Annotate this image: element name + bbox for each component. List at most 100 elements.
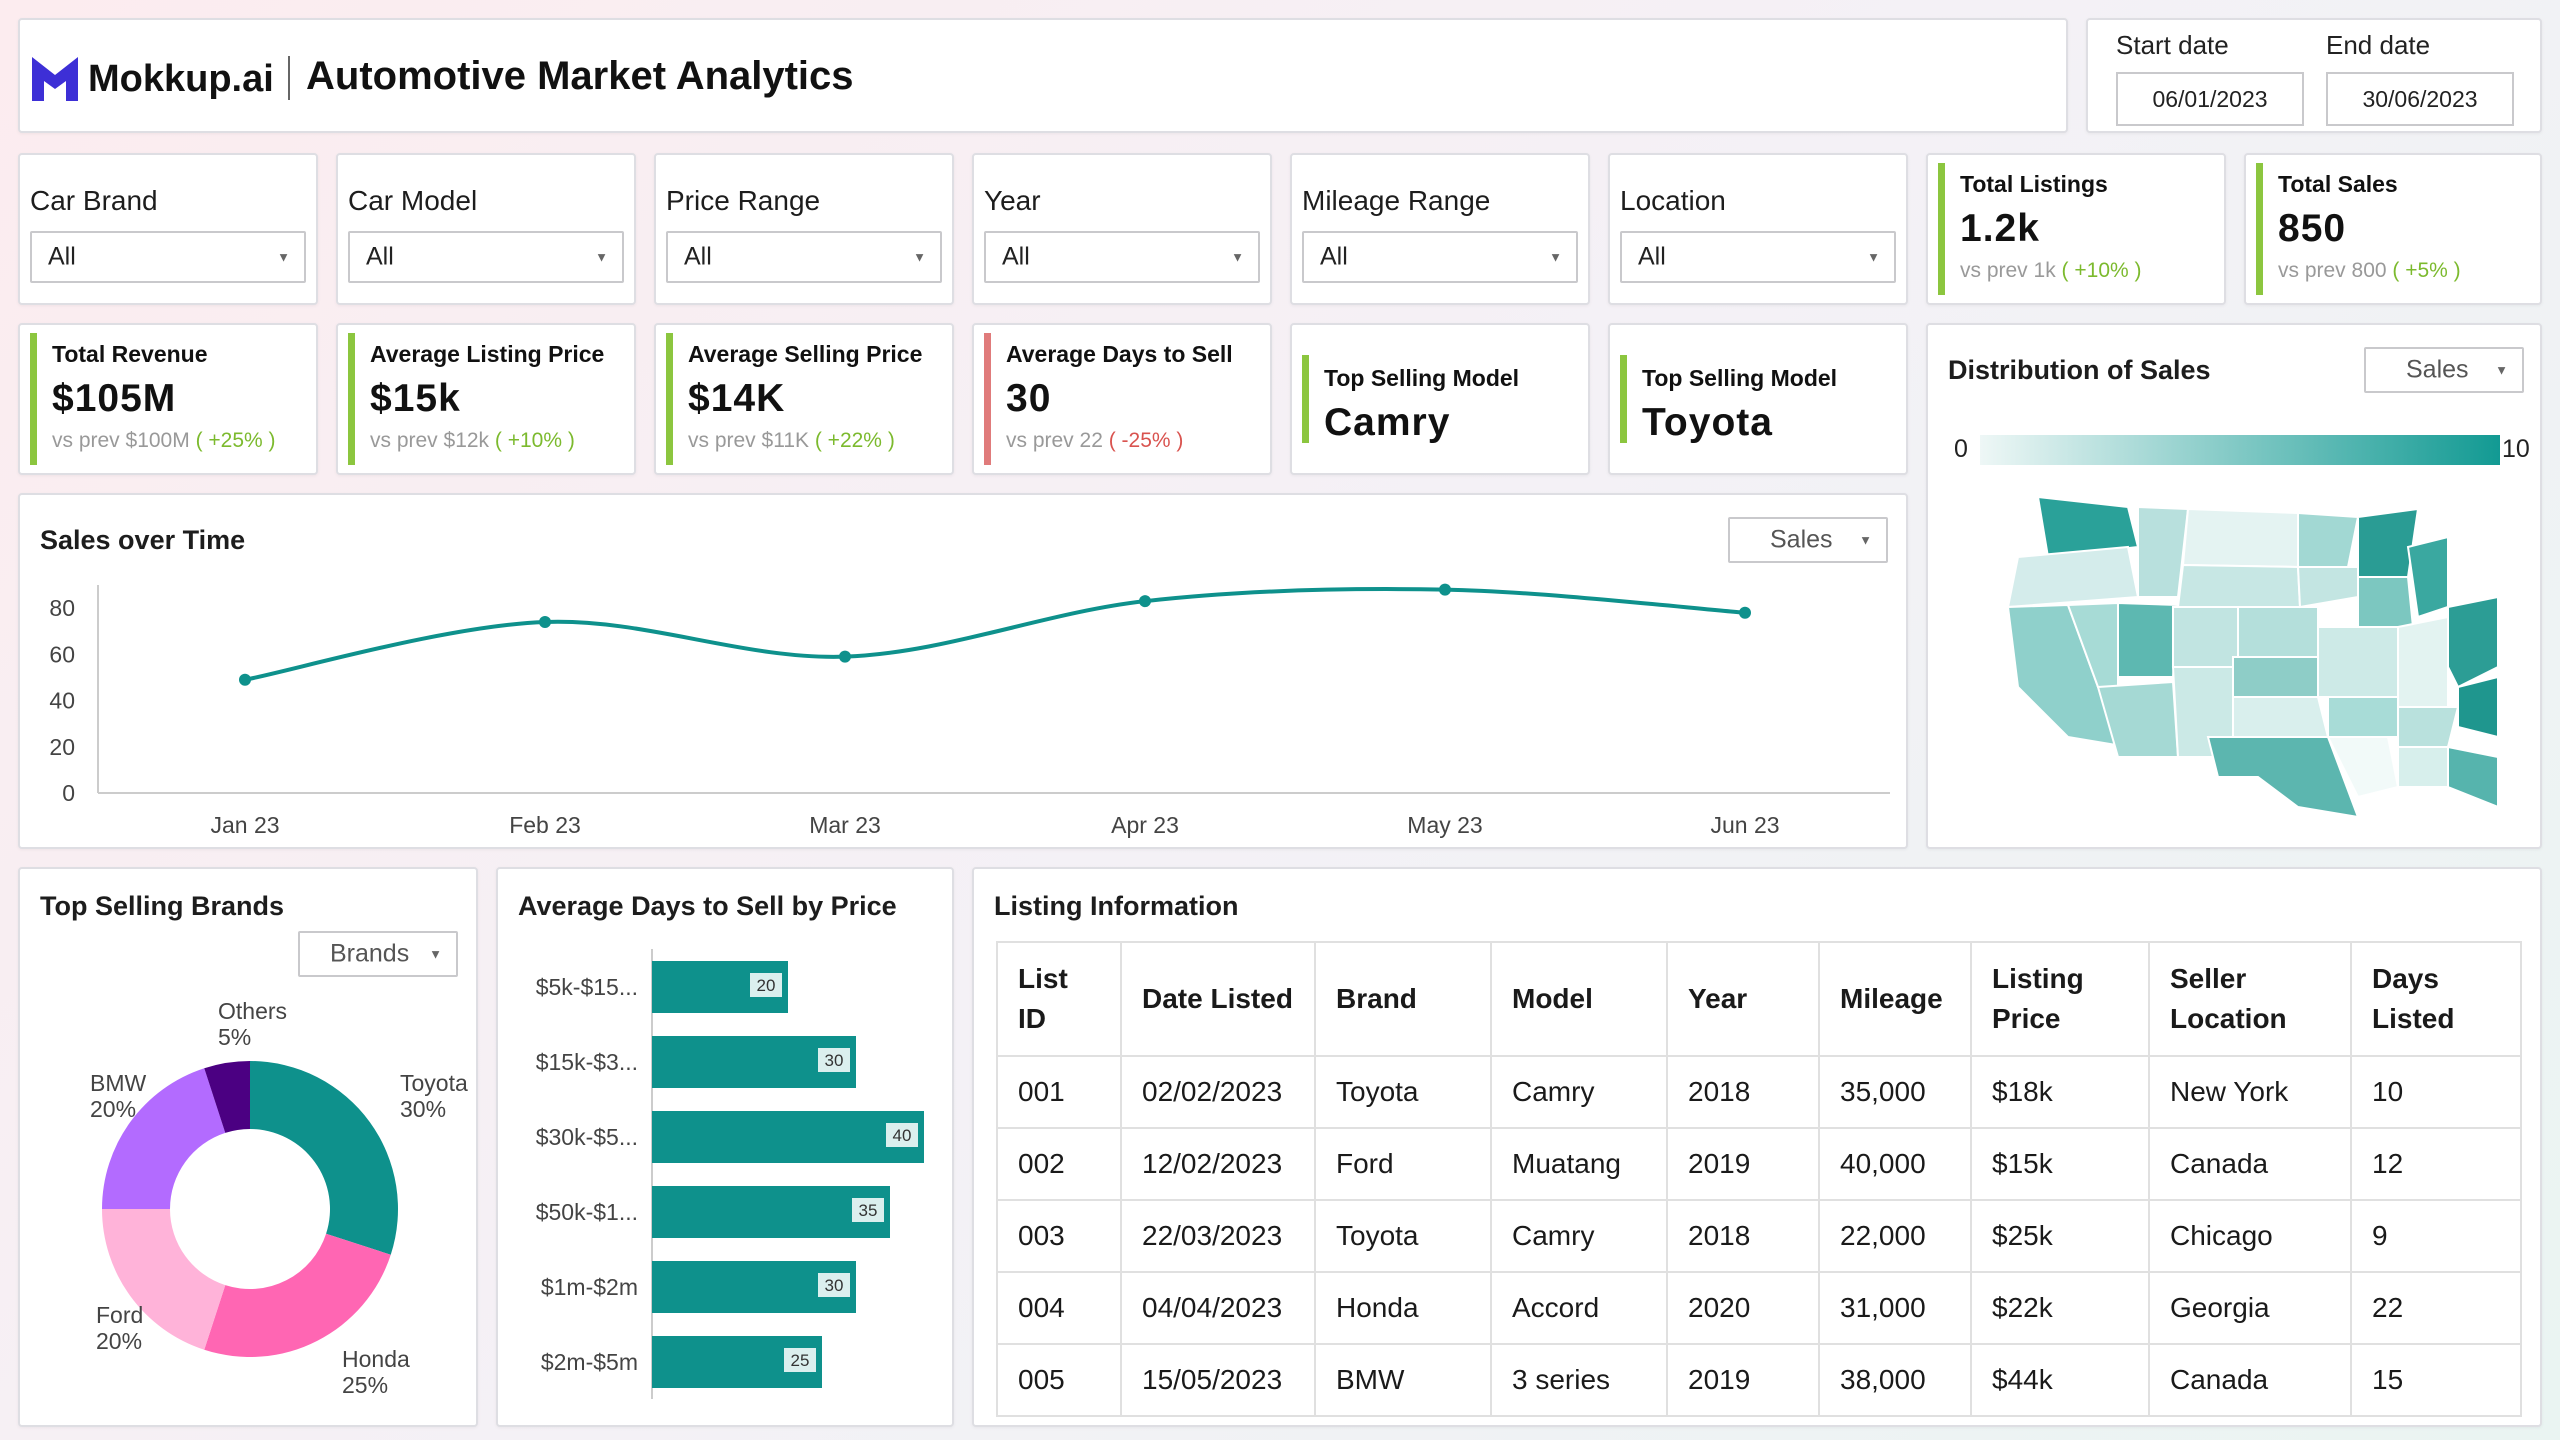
column-header[interactable]: List ID: [996, 941, 1122, 1057]
card-title: Listing Information: [994, 891, 1239, 921]
chevron-down-icon: ▼: [1549, 249, 1562, 265]
card-title: Sales over Time: [40, 525, 246, 555]
kpi-comparison: vs prev 800 ( +5% ): [2278, 259, 2461, 282]
bar[interactable]: [652, 1111, 924, 1163]
slice-percent-label: 5%: [218, 1024, 251, 1050]
y-tick-label: 0: [62, 780, 75, 806]
table-cell: 2018: [1666, 1199, 1820, 1273]
column-header[interactable]: Brand: [1314, 941, 1492, 1057]
value-label-bg: [886, 1123, 918, 1147]
pie-slice-honda[interactable]: [204, 1233, 391, 1357]
mileage-range-dropdown[interactable]: All ▼: [1302, 231, 1578, 283]
value-label-bg: [784, 1348, 816, 1372]
kpi-total-revenue: Total Revenue $105M vs prev $100M ( +25%…: [18, 323, 318, 475]
car-model-dropdown[interactable]: All ▼: [348, 231, 624, 283]
kpi-value: $14K: [688, 377, 786, 420]
slice-name-label: Others: [218, 998, 287, 1024]
year-dropdown[interactable]: All ▼: [984, 231, 1260, 283]
data-point[interactable]: [1439, 583, 1451, 596]
brands-dropdown[interactable]: Brands ▼: [298, 931, 458, 977]
table-header-row: List ID Date Listed Brand Model Year Mil…: [996, 941, 2522, 1057]
table-cell: Accord: [1490, 1271, 1668, 1345]
table-row[interactable]: 002 12/02/2023 Ford Muatang 2019 40,000 $15k Ca…: [996, 1127, 2522, 1201]
chevron-down-icon: ▼: [1867, 249, 1880, 265]
kpi-label: Average Listing Price: [370, 341, 605, 367]
column-header[interactable]: Date Listed: [1120, 941, 1316, 1057]
column-header[interactable]: Mileage: [1818, 941, 1972, 1057]
table-cell: Camry: [1490, 1199, 1668, 1273]
start-date-input[interactable]: 06/01/2023: [2116, 72, 2304, 126]
column-header[interactable]: Seller Location: [2148, 941, 2352, 1057]
x-tick-label: Jun 23: [1710, 812, 1779, 838]
pie-slice-toyota[interactable]: [250, 1061, 399, 1255]
chevron-down-icon: ▼: [595, 249, 608, 265]
data-point[interactable]: [839, 650, 851, 663]
column-header[interactable]: Days Listed: [2350, 941, 2522, 1057]
dropdown-value: Sales: [2406, 355, 2469, 384]
sales-metric-dropdown[interactable]: Sales ▼: [1728, 517, 1888, 563]
column-header[interactable]: Listing Price: [1970, 941, 2150, 1057]
usa-choropleth-map[interactable]: [1978, 487, 2498, 827]
days-by-price-bar-chart: $5k-$15... 20 $15k-$3... 30 $30k-$5... 40 $50k…: [536, 949, 924, 1399]
kpi-total-listings: Total Listings 1.2k vs prev 1k ( +10% ): [1926, 153, 2226, 305]
column-header[interactable]: Year: [1666, 941, 1820, 1057]
table-row[interactable]: 004 04/04/2023 Honda Accord 2020 31,000 $22k Ge…: [996, 1271, 2522, 1345]
sales-over-time-card: Sales over Time Sales ▼ 0 20 40 60 80 Jan 23 Fe…: [18, 493, 1908, 849]
filter-label: Car Model: [348, 185, 478, 216]
sales-series-line: [244, 587, 1746, 682]
column-header[interactable]: Model: [1490, 941, 1668, 1057]
pie-slice-ford[interactable]: [102, 1209, 226, 1350]
table-cell: 003: [996, 1199, 1122, 1273]
table-cell: 12: [2350, 1127, 2522, 1201]
kpi-value: $105M: [52, 377, 177, 420]
x-tick-label: Mar 23: [809, 812, 881, 838]
y-tick-label: 40: [49, 688, 75, 714]
data-point[interactable]: [239, 673, 251, 686]
listing-table: List ID Date Listed Brand Model Year Mil…: [996, 941, 2522, 1417]
x-tick-label: Apr 23: [1111, 812, 1179, 838]
data-point[interactable]: [1739, 606, 1751, 619]
category-label: $5k-$15...: [536, 974, 638, 1000]
legend-gradient-bar: [1980, 435, 2500, 465]
bar-value-label: 25: [791, 1351, 810, 1370]
x-tick-label: May 23: [1407, 812, 1482, 838]
data-point[interactable]: [539, 615, 551, 628]
kpi-comparison: vs prev 1k ( +10% ): [1960, 259, 2142, 282]
filter-label: Mileage Range: [1302, 185, 1491, 216]
kpi-value: 30: [1006, 377, 1052, 420]
kpi-value: 850: [2278, 207, 2347, 250]
kpi-comparison: vs prev $12k ( +10% ): [370, 429, 575, 452]
table-cell: $22k: [1970, 1271, 2150, 1345]
end-date-input[interactable]: 30/06/2023: [2326, 72, 2514, 126]
distribution-metric-dropdown[interactable]: Sales ▼: [2364, 347, 2524, 393]
pie-slice-others[interactable]: [204, 1061, 250, 1133]
kpi-accent: [984, 333, 991, 465]
bar[interactable]: [652, 1186, 890, 1238]
slice-percent-label: 20%: [90, 1096, 136, 1122]
table-cell: 2019: [1666, 1127, 1820, 1201]
car-brand-dropdown[interactable]: All ▼: [30, 231, 306, 283]
table-cell: 001: [996, 1055, 1122, 1129]
bar-value-label: 20: [757, 976, 776, 995]
pie-slice-bmw[interactable]: [102, 1068, 226, 1209]
data-point[interactable]: [1139, 595, 1151, 608]
header-bar: Mokkup.ai Automotive Market Analytics: [18, 18, 2068, 133]
price-range-dropdown[interactable]: All ▼: [666, 231, 942, 283]
y-tick-label: 60: [49, 641, 75, 667]
table-row[interactable]: 005 15/05/2023 BMW 3 series 2019 38,000 $44k Ca…: [996, 1343, 2522, 1417]
sales-line-chart: 0 20 40 60 80 Jan 23 Feb 23 Mar 23 Apr 23 May 23 J…: [49, 583, 1890, 838]
slice-percent-label: 25%: [342, 1372, 388, 1398]
table-cell: 2019: [1666, 1343, 1820, 1417]
value-label-bg: [852, 1198, 884, 1222]
filter-label: Year: [984, 185, 1041, 216]
x-tick-label: Jan 23: [210, 812, 279, 838]
table-row[interactable]: 001 02/02/2023 Toyota Camry 2018 35,000 $18k Ne…: [996, 1055, 2522, 1129]
kpi-value: $15k: [370, 377, 461, 420]
location-dropdown[interactable]: All ▼: [1620, 231, 1896, 283]
filter-label: Car Brand: [30, 185, 158, 216]
date-range-panel: Start date End date 06/01/2023 30/06/202…: [2086, 18, 2542, 133]
table-row[interactable]: 003 22/03/2023 Toyota Camry 2018 22,000 $25k Ch…: [996, 1199, 2522, 1273]
card-title: Distribution of Sales: [1948, 355, 2211, 385]
brand-name: Mokkup.ai: [88, 58, 274, 100]
category-label: $1m-$2m: [541, 1274, 638, 1300]
